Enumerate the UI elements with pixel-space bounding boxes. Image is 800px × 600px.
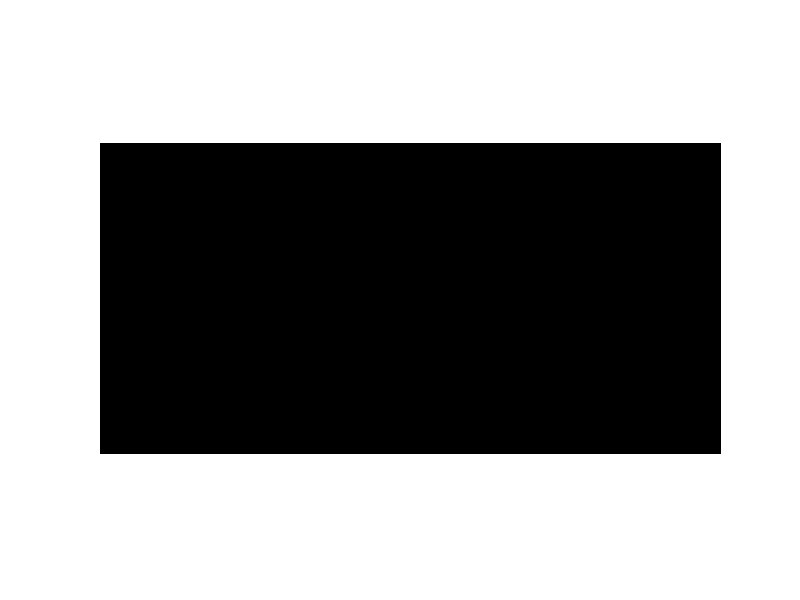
- word-cloud: [100, 143, 721, 454]
- word-cloud-canvas: [100, 143, 721, 454]
